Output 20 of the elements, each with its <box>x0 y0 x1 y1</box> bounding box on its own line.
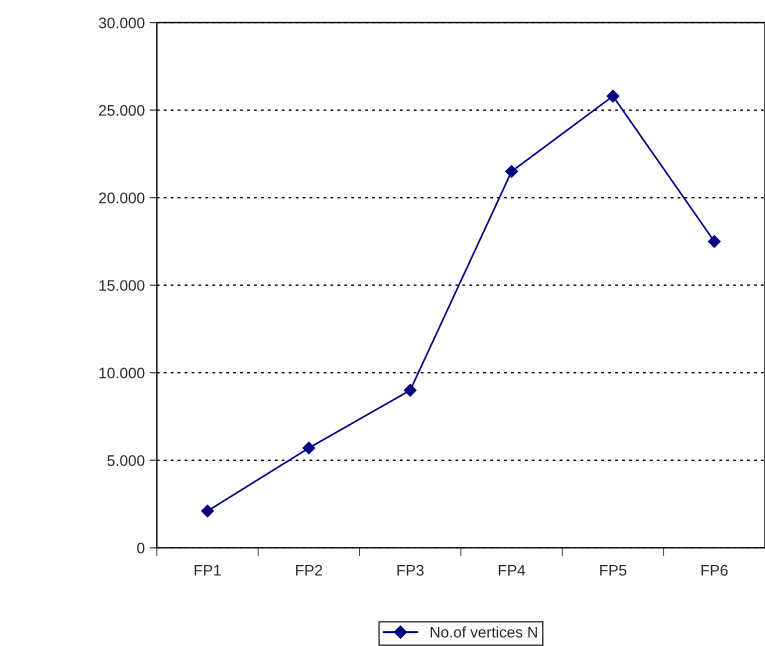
x-tick-label: FP3 <box>397 564 424 576</box>
y-tick-label: 0 <box>137 542 144 554</box>
y-tick-label: 15.000 <box>99 280 144 291</box>
point <box>606 90 620 103</box>
legend-label: No.of vertices N <box>430 626 537 638</box>
x-tick-label: FP4 <box>498 565 526 576</box>
y-tick-label: 25.000 <box>99 105 144 116</box>
point <box>404 384 417 397</box>
point <box>505 165 518 178</box>
x-tick-label: FP2 <box>296 564 322 576</box>
point <box>302 442 316 454</box>
point <box>708 235 721 248</box>
y-tick-label: 20.000 <box>99 192 144 204</box>
y-tick-label: 30.000 <box>98 17 144 28</box>
x-tick-label: FP5 <box>600 565 626 576</box>
y-tick-label: 5.000 <box>107 455 144 466</box>
point <box>201 504 214 518</box>
y-tick-label: 10.000 <box>99 368 144 378</box>
x-tick-label: FP6 <box>702 564 728 576</box>
x-tick-label: FP1 <box>194 565 221 576</box>
